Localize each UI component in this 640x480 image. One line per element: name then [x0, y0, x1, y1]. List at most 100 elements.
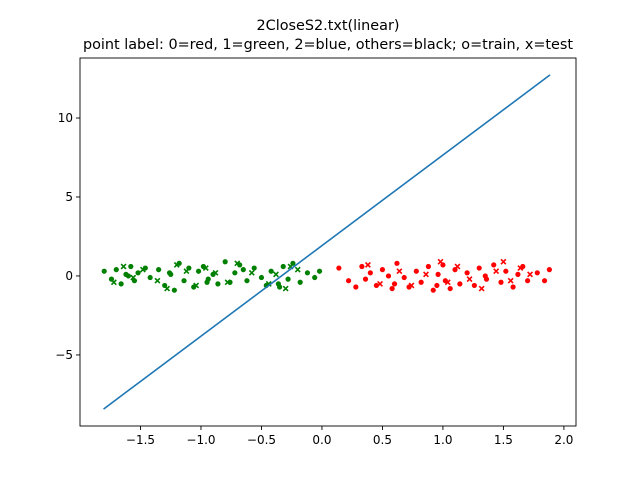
- data-point-test: [500, 258, 507, 265]
- data-point-test: [224, 279, 231, 286]
- data-point-train: [316, 268, 323, 274]
- data-point-train: [359, 263, 365, 270]
- data-point-test: [444, 279, 451, 286]
- data-point-train: [491, 262, 497, 268]
- x-tick-label: 1.5: [494, 433, 513, 447]
- data-point-test: [282, 285, 289, 292]
- data-point-train: [181, 278, 187, 284]
- data-point-train: [312, 274, 318, 281]
- data-point-train: [430, 287, 436, 293]
- data-point-train: [373, 282, 379, 289]
- data-point-train: [268, 268, 274, 274]
- data-point-train: [101, 268, 107, 274]
- data-point-test: [527, 271, 533, 278]
- data-point-train: [391, 281, 398, 287]
- data-point-test: [164, 285, 171, 292]
- data-point-train: [362, 276, 369, 282]
- data-point-train: [156, 267, 162, 273]
- data-point-train: [413, 268, 419, 274]
- data-point-train: [297, 279, 303, 285]
- data-point-train: [534, 270, 540, 276]
- data-point-test: [437, 258, 444, 265]
- chart-subtitle: point label: 0=red, 1=green, 2=blue, oth…: [83, 37, 573, 53]
- data-point-train: [232, 270, 238, 276]
- data-point-train: [195, 268, 202, 274]
- data-point-test: [173, 261, 180, 268]
- data-point-train: [258, 274, 265, 281]
- data-point-train: [251, 265, 257, 271]
- data-point-train: [457, 281, 463, 287]
- data-point-test: [273, 271, 279, 278]
- data-point-test: [507, 277, 514, 284]
- data-point-test: [377, 280, 383, 287]
- data-point-test: [234, 260, 241, 267]
- data-point-test: [265, 280, 272, 287]
- y-tick-label: 0: [65, 269, 73, 283]
- data-point-train: [147, 274, 153, 281]
- axes-frame: [79, 57, 577, 427]
- data-point-test: [493, 268, 500, 275]
- data-point-test: [517, 265, 524, 272]
- data-point-train: [168, 271, 174, 277]
- data-point-train: [135, 270, 141, 276]
- data-point-train: [394, 260, 400, 266]
- data-point-train: [336, 265, 342, 271]
- x-tick-label: 2.0: [554, 433, 573, 447]
- data-point-test: [120, 263, 127, 270]
- y-tick-label: 10: [58, 111, 73, 125]
- data-point-train: [434, 282, 440, 289]
- data-point-train: [389, 285, 395, 292]
- data-point-train: [304, 270, 311, 276]
- decision-line: [103, 74, 551, 410]
- data-point-train: [447, 285, 453, 292]
- data-point-test: [294, 266, 301, 273]
- data-point-test: [139, 266, 146, 273]
- data-point-train: [425, 263, 432, 270]
- data-point-test: [212, 269, 219, 276]
- data-point-test: [202, 265, 209, 272]
- data-point-test: [110, 279, 117, 286]
- data-point-train: [503, 268, 509, 274]
- data-point-train: [435, 271, 441, 277]
- data-point-train: [204, 279, 210, 285]
- data-point-train: [128, 263, 134, 270]
- data-point-train: [345, 278, 352, 284]
- data-point-train: [240, 267, 246, 273]
- data-point-test: [130, 274, 137, 281]
- data-point-train: [515, 271, 521, 277]
- data-point-train: [418, 279, 424, 285]
- data-point-train: [379, 267, 386, 273]
- data-point-train: [353, 284, 359, 290]
- data-point-train: [222, 259, 228, 265]
- data-point-train: [482, 273, 488, 279]
- x-tick-label: 0.0: [312, 433, 331, 447]
- data-point-test: [193, 282, 200, 289]
- data-point-train: [476, 265, 482, 271]
- y-tick-label: −5: [55, 348, 73, 362]
- data-point-test: [183, 268, 190, 275]
- x-tick-label: 1.0: [433, 433, 452, 447]
- data-point-test: [364, 261, 371, 268]
- data-point-train: [125, 273, 131, 279]
- data-point-train: [471, 282, 477, 289]
- data-point-train: [367, 270, 373, 276]
- data-point-train: [498, 279, 504, 285]
- chart-title: 2CloseS2.txt(linear): [257, 18, 400, 34]
- data-point-test: [466, 276, 473, 283]
- data-point-train: [510, 284, 516, 290]
- data-point-train: [464, 270, 470, 276]
- x-tick-label: −1.0: [186, 433, 215, 447]
- data-point-train: [113, 267, 119, 273]
- x-tick-label: −1.5: [126, 433, 155, 447]
- data-point-test: [154, 277, 161, 284]
- plot-area: −1.5 −1.0 −0.5 0.0 0.5 1.0 1.5 2.0 −5 0 5 10: [55, 57, 577, 447]
- data-point-train: [244, 278, 250, 284]
- data-point-train: [541, 278, 548, 284]
- x-tick-label: −0.5: [247, 433, 276, 447]
- data-point-train: [118, 281, 124, 287]
- data-point-train: [285, 276, 291, 282]
- y-tick-label: 5: [65, 190, 73, 204]
- data-point-train: [385, 273, 392, 279]
